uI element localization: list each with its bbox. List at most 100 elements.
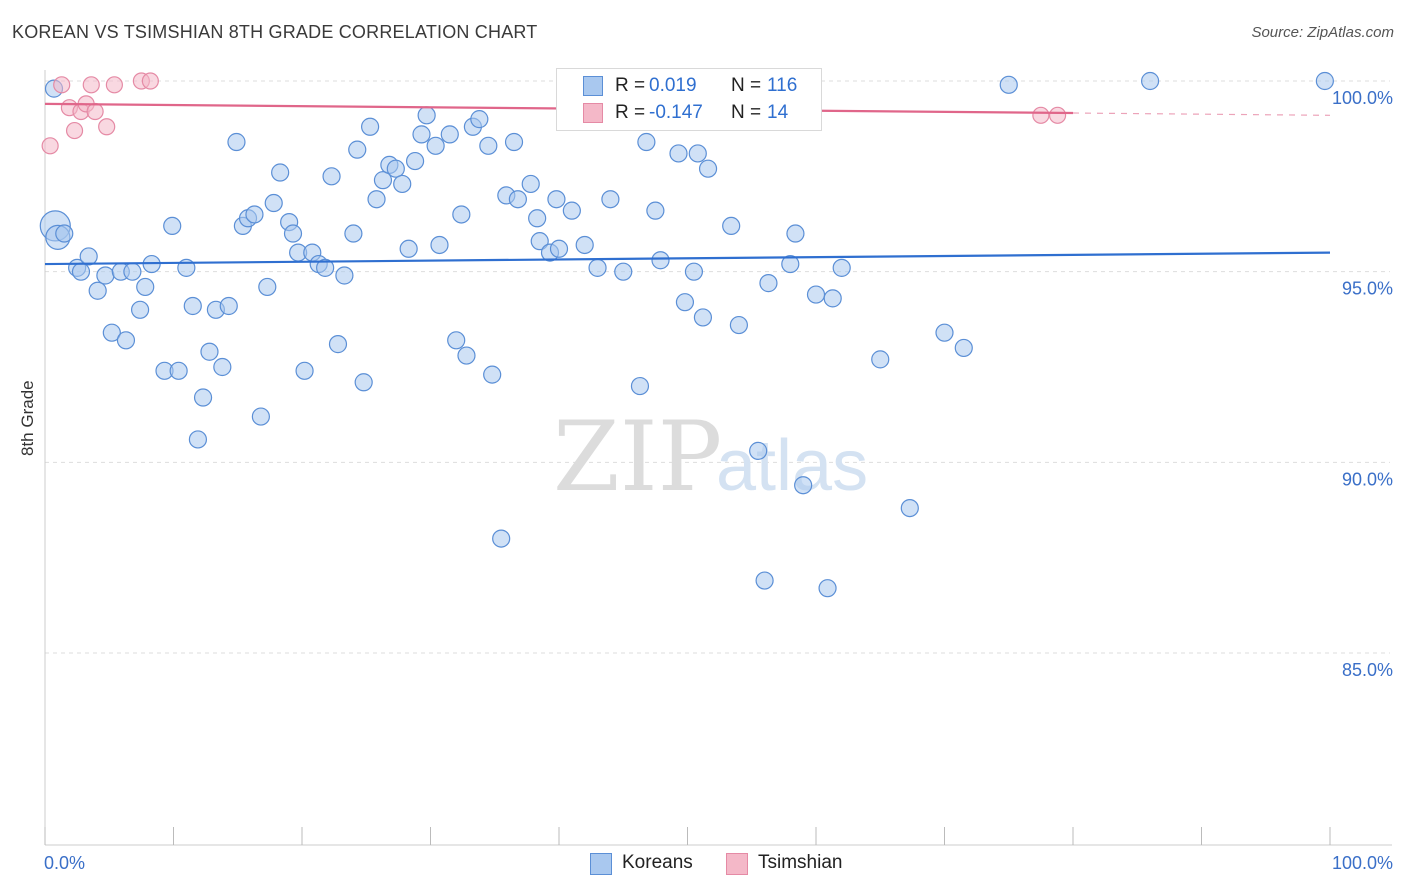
korean-point	[871, 350, 890, 369]
korean-point	[954, 338, 973, 358]
y-tick-label: 85.0%	[1342, 660, 1393, 680]
tsimshian-point	[98, 118, 116, 136]
korean-point	[328, 335, 348, 354]
tsimshian-point	[1032, 106, 1050, 124]
r-value: 0.019	[649, 75, 697, 96]
korean-point	[316, 258, 335, 277]
korean-point	[354, 373, 373, 392]
korean-point	[322, 167, 341, 186]
korean-point	[188, 430, 208, 449]
korean-point	[646, 201, 665, 220]
stats-legend: R = 0.019 N = 116 R = -0.147 N = 14	[556, 68, 822, 131]
korean-point	[426, 136, 445, 155]
legend-row-tsimshian: R = -0.147 N = 14	[557, 100, 819, 126]
y-tick-label: 95.0%	[1342, 279, 1393, 299]
korean-point	[213, 357, 232, 377]
korean-point	[900, 498, 919, 518]
korean-point	[136, 277, 155, 297]
korean-point	[452, 205, 471, 224]
korean-point	[79, 247, 98, 266]
koreans-legend-label: Koreans	[622, 852, 693, 873]
korean-point	[200, 342, 219, 361]
korean-point	[96, 266, 115, 285]
korean-point	[637, 132, 656, 152]
korean-point	[123, 262, 142, 281]
korean-point	[71, 262, 91, 281]
korean-trend-line	[44, 251, 1331, 266]
tsimshian-swatch-icon	[583, 103, 603, 123]
korean-point	[999, 75, 1018, 94]
y-tick-label: 100.0%	[1332, 88, 1393, 108]
korean-point	[786, 224, 805, 243]
legend-row-koreans: R = 0.019 N = 116	[557, 73, 819, 99]
chart-title: KOREAN VS TSIMSHIAN 8TH GRADE CORRELATIO…	[12, 22, 538, 42]
tsimshian-legend-label: Tsimshian	[758, 852, 843, 873]
korean-point	[508, 190, 527, 209]
korean-point	[1315, 71, 1334, 91]
korean-point	[684, 262, 704, 281]
data-points	[39, 71, 1334, 598]
korean-point	[373, 171, 393, 190]
korean-point	[367, 190, 386, 209]
korean-point	[504, 132, 524, 152]
korean-point	[521, 174, 540, 194]
korean-point	[669, 144, 688, 163]
korean-point	[251, 407, 270, 426]
korean-point	[794, 476, 813, 495]
tsimshian-point	[105, 76, 123, 94]
korean-point	[386, 159, 405, 178]
korean-point	[245, 205, 264, 224]
korean-point	[447, 331, 466, 350]
korean-point	[823, 289, 842, 308]
korean-point	[335, 266, 354, 285]
x-tick-label: 0.0%	[44, 853, 85, 873]
korean-point	[749, 441, 768, 460]
koreans-legend-icon	[590, 853, 612, 875]
korean-point	[781, 254, 800, 274]
korean-point	[393, 174, 412, 194]
korean-point	[688, 144, 707, 163]
y-tick-label: 90.0%	[1342, 469, 1393, 489]
watermark-atlas: atlas	[716, 426, 868, 506]
tsimshian-point	[82, 76, 100, 94]
korean-point	[295, 361, 314, 380]
korean-point	[832, 258, 851, 277]
korean-point	[344, 224, 363, 243]
korean-point	[528, 209, 547, 228]
korean-point	[483, 365, 502, 384]
tsimshian-point	[1048, 106, 1067, 124]
korean-point	[675, 293, 695, 312]
korean-point	[130, 300, 150, 319]
korean-point	[399, 239, 418, 258]
korean-point	[562, 201, 581, 220]
korean-point	[698, 159, 718, 178]
korean-point	[271, 163, 290, 182]
korean-point	[264, 193, 283, 213]
korean-point	[549, 239, 569, 258]
n-value: 116	[767, 75, 798, 96]
korean-point	[755, 571, 774, 590]
korean-point	[479, 136, 498, 155]
koreans-swatch-icon	[583, 76, 603, 96]
tick-labels: 85.0% 90.0% 95.0% 100.0% 0.0% 100.0%	[44, 88, 1393, 873]
korean-point	[547, 190, 566, 209]
watermark-zip: ZIP	[553, 401, 722, 513]
tsimshian-point	[53, 76, 71, 94]
korean-point	[193, 388, 213, 407]
r-label: R =	[615, 102, 646, 123]
korean-point	[430, 235, 449, 255]
n-label: N =	[731, 102, 762, 123]
korean-point	[614, 262, 633, 281]
korean-point	[183, 296, 202, 316]
korean-point	[227, 132, 246, 152]
korean-point	[651, 251, 670, 270]
korean-point	[601, 190, 620, 209]
korean-point	[1140, 71, 1160, 91]
tsimshian-trend-extension	[1072, 112, 1331, 116]
r-label: R =	[615, 75, 646, 96]
korean-point	[102, 323, 121, 342]
korean-point	[283, 224, 303, 243]
korean-point	[88, 281, 107, 300]
korean-point	[722, 216, 741, 236]
